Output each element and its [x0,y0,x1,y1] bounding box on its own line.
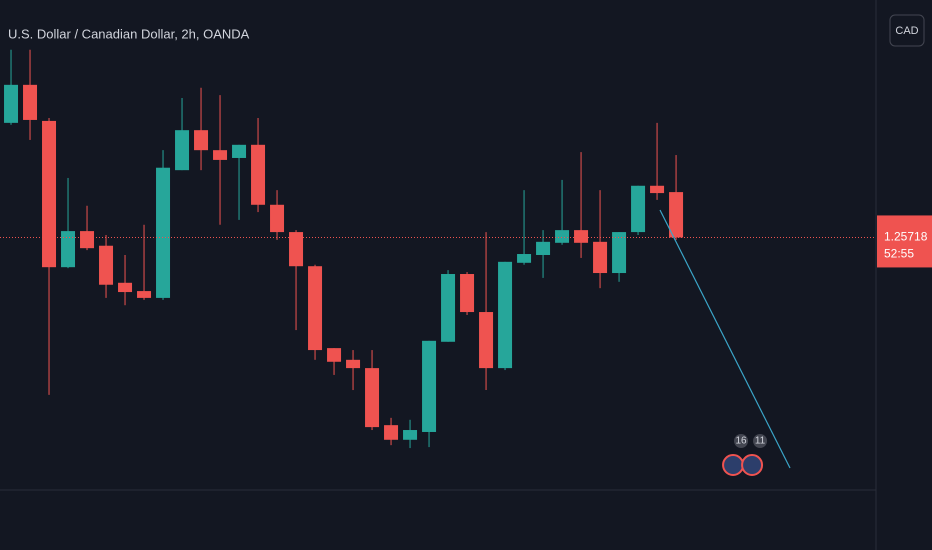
event-badge [753,434,768,448]
candle-body [631,185,646,233]
candle-body [612,232,627,274]
candle-body [270,204,285,233]
event-label: 11 [755,436,766,447]
candle-body [308,266,323,351]
candle-body [574,230,589,243]
event-icon [741,454,764,476]
candle-body [517,254,532,263]
chart-title: U.S. Dollar / Canadian Dollar, 2h, OANDA [8,26,250,41]
trend-line [659,209,791,469]
candle-body [327,348,342,362]
candle-body [441,274,456,342]
candle-body [384,425,399,440]
candle-body [422,340,437,432]
candle-body [213,150,228,160]
candle-body [61,231,76,268]
candle-body [137,291,152,298]
candle-body [175,130,190,171]
candle-body [669,192,684,238]
currency-label[interactable]: CAD [895,25,918,37]
event-icon [722,454,745,476]
candle-body [479,312,494,369]
event-label: 16 [735,436,747,447]
candle-body [232,144,247,158]
candle-body [460,274,475,313]
candle-body [365,368,380,428]
candle-body [156,167,171,298]
candle-body [4,84,19,123]
candle-body [251,144,266,205]
event-badge [734,434,749,448]
currency-button[interactable] [889,14,925,47]
candle-body [536,241,551,255]
axes: 1.25718 52:55 [877,215,932,268]
countdown-label: 52:55 [884,247,914,261]
candle-body [289,232,304,267]
candle-body [80,231,95,249]
candle-body [346,359,361,369]
candle-body [403,430,418,440]
candle-body [118,282,133,293]
candles: 16 11 [0,49,875,476]
last-price-label: 1.25718 [884,230,928,244]
candle-body [42,120,57,268]
candle-body [498,261,513,369]
candle-body [194,130,209,151]
candle-body [99,245,114,285]
candle-body [555,230,570,243]
candle-body [593,241,608,274]
candle-body [650,185,665,194]
last-price-box [877,215,932,268]
candle-body [23,84,38,120]
